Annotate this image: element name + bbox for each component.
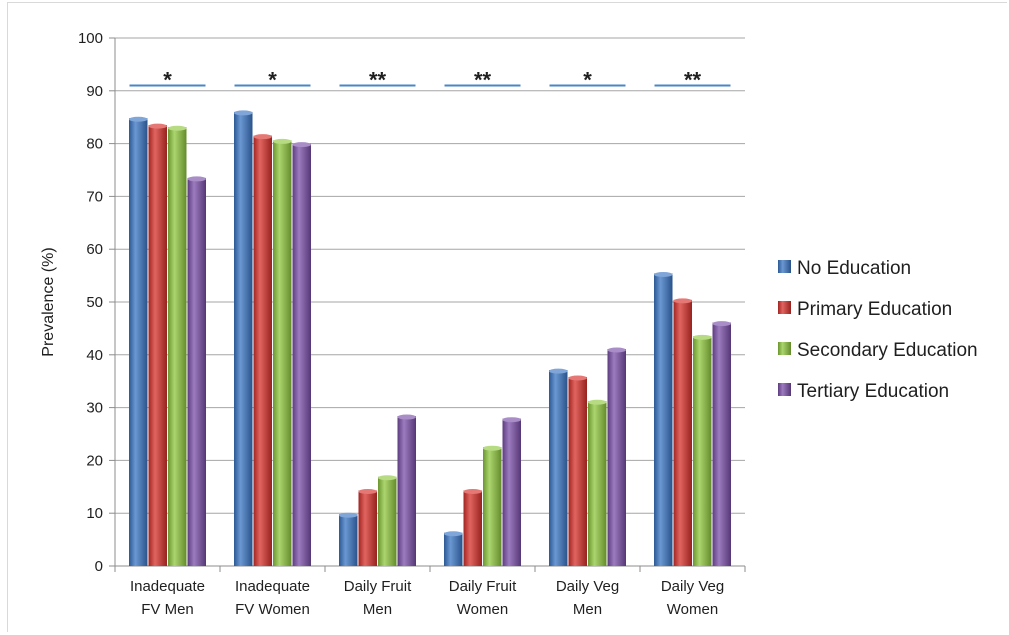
legend-label: Primary Education [797,299,952,320]
bar-cap [693,334,712,340]
bar-cap [292,142,311,148]
significance-star: ** [684,68,702,93]
bar [444,532,463,566]
legend-swatch [778,301,791,314]
legend-item: Secondary Education [778,340,978,361]
bar-cap [129,116,148,122]
significance-star: * [268,68,277,93]
bar-cap [397,414,416,420]
y-tick-label: 20 [86,452,103,469]
bar [463,490,482,566]
bar [483,447,502,566]
bar [253,135,272,566]
bar-cap [654,271,673,277]
y-tick-label: 100 [78,30,103,47]
y-tick-label: 80 [86,136,103,153]
bar-cap [444,531,463,537]
bar-cap [358,488,377,494]
x-tick-label: Inadequate [235,578,310,595]
significance-star: ** [474,68,492,93]
significance-star: ** [369,68,387,93]
bar-cap [483,445,502,451]
bar-cap [607,347,626,353]
legend-label: No Education [797,258,911,279]
bar-cap [568,375,587,381]
bar [568,376,587,566]
bar-cap [253,134,272,140]
bar [148,125,167,567]
x-tick-label: FV Women [235,601,310,618]
bar-cap [273,138,292,144]
bar-cap [463,488,482,494]
bar-cap [502,417,521,423]
x-tick-label: Inadequate [130,578,205,595]
y-tick-label: 50 [86,294,103,311]
y-tick-label: 30 [86,400,103,417]
y-axis-label: Prevalence (%) [40,247,57,356]
bar-cap [187,176,206,182]
legend-label: Secondary Education [797,340,978,361]
bar-cap [712,321,731,327]
y-tick-label: 70 [86,188,103,205]
bar [358,490,377,566]
bar-cap [148,123,167,129]
bar-cap [339,512,358,518]
legend: No Education Primary Education Secondary E… [778,258,978,402]
legend-item: Tertiary Education [778,381,949,402]
bar [607,348,626,566]
chart-frame [7,2,1007,632]
x-tick-label: FV Men [141,601,194,618]
x-tick-label: Daily Fruit [449,578,517,595]
bar [712,322,731,566]
bar [549,370,568,566]
significance-star: * [163,68,172,93]
bar [654,273,673,566]
significance-markers: * * ** ** * ** [129,68,731,93]
bars [129,110,731,567]
bar [168,127,187,567]
bar [397,416,416,566]
x-tick-label: Daily Veg [556,578,619,595]
x-tick-label: Men [363,601,392,618]
bar [187,177,206,567]
bar-cap [549,368,568,374]
legend-swatch [778,342,791,355]
x-tick-label: Women [667,601,718,618]
bar-cap [378,475,397,481]
legend-label: Tertiary Education [797,381,949,402]
y-tick-label: 90 [86,83,103,100]
bar-cap [673,298,692,304]
x-tick-label: Daily Fruit [344,578,412,595]
x-tick-label: Women [457,601,508,618]
bar [588,401,607,566]
y-tick-label: 60 [86,241,103,258]
legend-item: No Education [778,258,911,279]
bar [129,118,148,567]
y-tick-label: 10 [86,505,103,522]
bar-cap [234,110,253,116]
axes: 0 10 20 30 40 50 60 70 80 90 100 Inadequate FV Men In… [78,30,746,618]
significance-star: * [583,68,592,93]
legend-item: Primary Education [778,299,952,320]
y-tick-label: 40 [86,347,103,364]
legend-swatch [778,383,791,396]
y-tick-label: 0 [95,558,103,575]
bar [292,143,311,566]
x-tick-label: Daily Veg [661,578,724,595]
bar [378,476,397,566]
gridlines [115,37,745,514]
x-tick-label: Men [573,601,602,618]
legend-swatch [778,260,791,273]
bar [339,514,358,566]
bar [273,140,292,566]
bar [234,111,253,567]
bar [673,299,692,566]
bar-cap [588,399,607,405]
bar-cap [168,125,187,131]
bar [502,418,521,566]
bar [693,336,712,566]
